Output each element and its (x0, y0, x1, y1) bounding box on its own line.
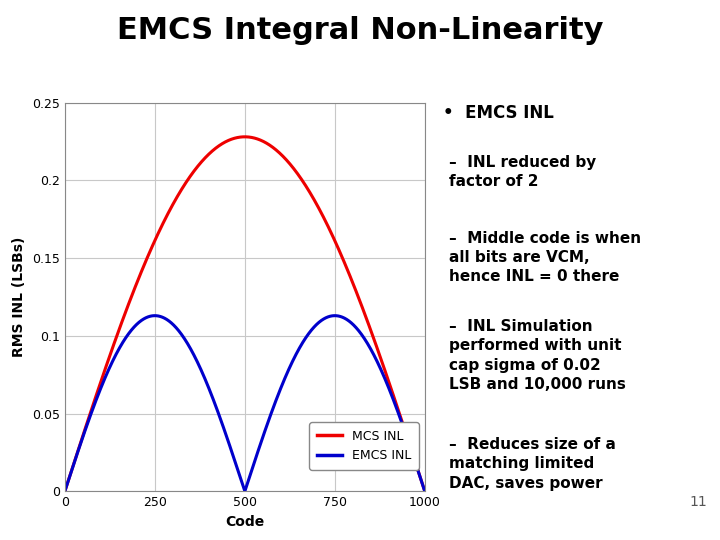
MCS INL (60, 488, 69, 495)
EMCS INL (123, 333, 132, 339)
MCS INL (123, 305, 132, 311)
EMCS INL (102, 373, 110, 379)
EMCS INL (420, 488, 429, 495)
Line: MCS INL: MCS INL (65, 137, 425, 491)
MCS INL (240, 133, 249, 140)
EMCS INL (60, 488, 69, 495)
EMCS INL (199, 371, 207, 377)
EMCS INL (150, 313, 159, 319)
Text: –  Reduces size of a
matching limited
DAC, saves power: – Reduces size of a matching limited DAC… (449, 437, 616, 490)
EMCS INL (374, 362, 383, 369)
MCS INL (199, 157, 207, 164)
EMCS INL (413, 467, 422, 474)
Text: –  Middle code is when
all bits are VCM,
hence INL = 0 there: – Middle code is when all bits are VCM, … (449, 231, 641, 284)
Text: 11: 11 (690, 495, 707, 509)
Text: •  EMCS INL: • EMCS INL (444, 104, 554, 123)
X-axis label: Code: Code (225, 515, 264, 529)
MCS INL (420, 488, 429, 495)
MCS INL (413, 467, 422, 473)
MCS INL (214, 143, 222, 150)
Y-axis label: RMS INL (LSBs): RMS INL (LSBs) (12, 237, 27, 357)
Legend: MCS INL, EMCS INL: MCS INL, EMCS INL (309, 422, 418, 470)
MCS INL (374, 350, 383, 357)
Text: –  INL Simulation
performed with unit
cap sigma of 0.02
LSB and 10,000 runs: – INL Simulation performed with unit cap… (449, 319, 626, 392)
MCS INL (102, 364, 110, 370)
Text: –  INL reduced by
factor of 2: – INL reduced by factor of 2 (449, 155, 596, 189)
Line: EMCS INL: EMCS INL (65, 316, 425, 491)
Text: EMCS Integral Non-Linearity: EMCS Integral Non-Linearity (117, 16, 603, 45)
EMCS INL (215, 410, 223, 417)
